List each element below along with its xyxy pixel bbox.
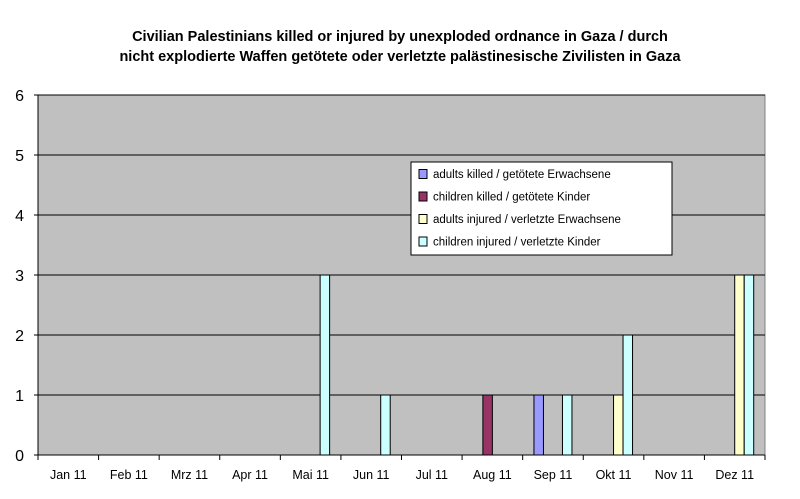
bar [734, 274, 745, 456]
y-tick-label: 0 [15, 448, 24, 465]
x-tick-label: Jul 11 [416, 468, 448, 482]
y-tick-label: 3 [15, 268, 24, 285]
bar [319, 274, 331, 456]
x-tick-label: Feb 11 [110, 468, 148, 482]
chart-title: Civilian Palestinians killed or injured … [0, 27, 800, 67]
x-tick-label: Nov 11 [655, 468, 694, 482]
x-tick-label: Dez 11 [715, 468, 754, 482]
bar [743, 274, 755, 456]
y-tick-label: 5 [15, 148, 24, 165]
y-axis-tick-labels: 0 1 2 3 4 5 6 [15, 88, 24, 465]
x-tick-label: Sep 11 [534, 468, 573, 482]
bar [561, 394, 573, 456]
bar [482, 394, 493, 456]
y-tick-label: 2 [15, 328, 24, 345]
x-tick-label: Jun 11 [353, 468, 390, 482]
chart-title-line-1: Civilian Palestinians killed or injured … [132, 29, 668, 45]
x-tick-label: Mai 11 [292, 468, 329, 482]
y-tick-label: 1 [15, 388, 24, 405]
y-tick-label: 6 [15, 88, 24, 105]
legend-label: children killed / getötete Kinder [433, 192, 590, 204]
bar [380, 394, 391, 456]
bar-marks [319, 274, 755, 456]
axes [34, 94, 766, 460]
x-tick-label: Mrz 11 [171, 468, 208, 482]
legend: adults killed / getötete Erwachsene child… [410, 161, 673, 256]
chart-title-line-2: nicht explodierte Waffen getötete oder v… [119, 49, 681, 65]
x-tick-label: Jan 11 [50, 468, 87, 482]
legend-box [410, 161, 673, 256]
legend-label: adults killed / getötete Erwachsene [433, 169, 611, 181]
legend-swatch [418, 214, 428, 224]
x-tick-label: Aug 11 [473, 468, 512, 482]
x-axis-tick-labels: Jan 11 Feb 11 Mrz 11 Apr 11 Mai 11 Jun 11 Jul … [50, 468, 754, 482]
bar [613, 394, 624, 456]
legend-swatch [418, 191, 428, 202]
bar [533, 394, 544, 456]
x-tick-label: Okt 11 [596, 468, 632, 482]
x-tick-label: Apr 11 [232, 468, 268, 482]
y-tick-label: 4 [15, 208, 24, 225]
gridlines [38, 94, 765, 396]
bar [622, 334, 634, 456]
legend-label: children injured / verletzte Kinder [433, 237, 601, 249]
legend-swatch [418, 236, 428, 247]
legend-label: adults injured / verletzte Erwachsene [433, 214, 621, 226]
legend-swatch [418, 169, 428, 179]
